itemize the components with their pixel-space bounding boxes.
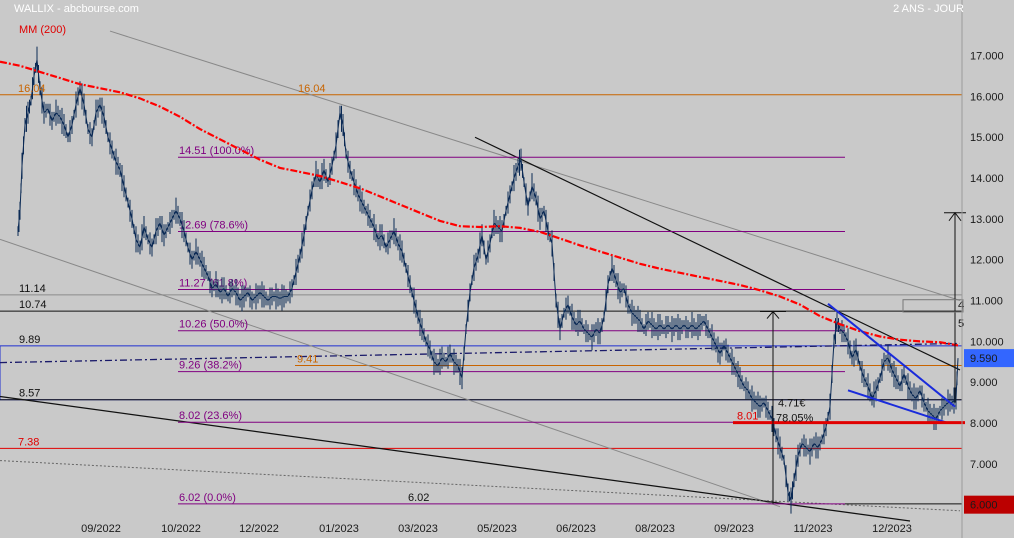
level-label-7-38: 7.38 [18,436,39,448]
gain-pct-label: 78.05% [776,413,814,425]
x-tick-label: 09/2023 [714,523,754,535]
low-price-text: 6.000 [970,500,998,512]
y-tick-label: 12.000 [970,255,1004,267]
falling-resistance-line [474,136,961,371]
resistance-label-right: 16.04 [298,83,326,95]
fib-level-label: 12.69 (78.6%) [179,220,248,232]
fib-level-label: 10.26 (50.0%) [179,319,248,331]
low-price-badge [964,495,1014,514]
y-tick-label: 17.000 [970,51,1004,63]
x-tick-label: 10/2022 [161,523,201,535]
ma200-line [0,60,959,347]
fib-level-label: 9.26 (38.2%) [179,360,242,372]
fib-level-label: 6.02 (0.0%) [179,492,236,504]
y-tick-label: 13.000 [970,214,1004,226]
y-tick-label: 10.000 [970,336,1004,348]
y-tick-label: 9.000 [970,377,998,389]
x-tick-label: 12/2022 [239,523,279,535]
y-tick-label: 7.000 [970,459,998,471]
y-tick-label: 14.000 [970,173,1004,185]
x-tick-label: 11/2023 [794,523,833,535]
side-label-4: 4 [958,300,964,312]
y-tick-label: 16.000 [970,91,1004,103]
level-label-8-01: 8.01 [737,411,758,423]
y-tick-label: 11.000 [970,296,1003,308]
level-label-6-02: 6.02 [408,492,429,504]
resistance-label-left: 16.04 [18,83,46,95]
x-tick-label: 09/2022 [81,523,121,535]
x-tick-label: 12/2023 [872,523,912,535]
side-label-5: 5 [958,318,964,330]
level-label-9-41: 9.41 [297,353,318,365]
level-label-10-74: 10.74 [19,299,47,311]
x-tick-label: 08/2023 [635,523,675,535]
side-range-box [902,299,964,313]
level-label-11-14: 11.14 [19,283,46,295]
x-tick-label: 05/2023 [477,523,517,535]
dash-dot-trendline [0,342,961,364]
y-tick-label: 15.000 [970,132,1004,144]
ma200-legend: MM (200) [19,24,67,36]
chart-period: 2 ANS - JOUR [893,3,964,15]
wedge-upper-line [827,303,956,408]
channel-lower [0,238,781,508]
last-price-badge [964,349,1014,368]
last-price-text: 9.590 [970,353,998,365]
x-tick-label: 01/2023 [319,523,359,535]
level-label-9-89: 9.89 [19,334,40,346]
dotted-trendline [0,460,961,512]
x-tick-label: 03/2023 [398,523,438,535]
y-tick-label: 8.000 [970,418,998,430]
wedge-lower-line [847,389,949,424]
level-label-8-57: 8.57 [19,388,40,400]
x-tick-label: 06/2023 [556,523,596,535]
long-trendline-black [0,395,911,522]
gain-eur-label: 4.71€ [778,398,806,410]
chart-title: WALLIX - abcbourse.com [14,3,139,15]
fib-level-label: 8.02 (23.6%) [179,410,242,422]
